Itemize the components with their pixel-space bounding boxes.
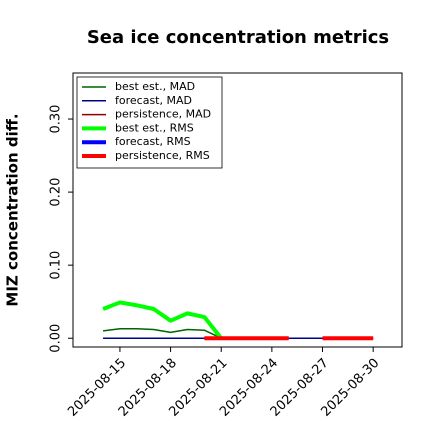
y-axis-label: MIZ concentration diff. [4, 113, 22, 306]
legend-label: best est., RMS [115, 121, 194, 134]
y-tick-label: 0.10 [49, 251, 64, 280]
legend-label: best est., MAD [115, 80, 195, 93]
plot-frame [72, 72, 403, 348]
chart-title: Sea ice concentration metrics [87, 27, 389, 48]
legend-label: forecast, RMS [115, 135, 191, 148]
series-line [102, 327, 222, 339]
legend-label: forecast, MAD [115, 94, 192, 107]
legend-label: persistence, MAD [115, 108, 211, 121]
y-tick-label: 0.30 [49, 105, 64, 134]
legend-label: persistence, RMS [115, 149, 210, 162]
legend-box [76, 76, 223, 169]
series-line [102, 300, 223, 340]
y-tick-label: 0.00 [49, 324, 64, 353]
y-tick-label: 0.20 [49, 178, 64, 207]
